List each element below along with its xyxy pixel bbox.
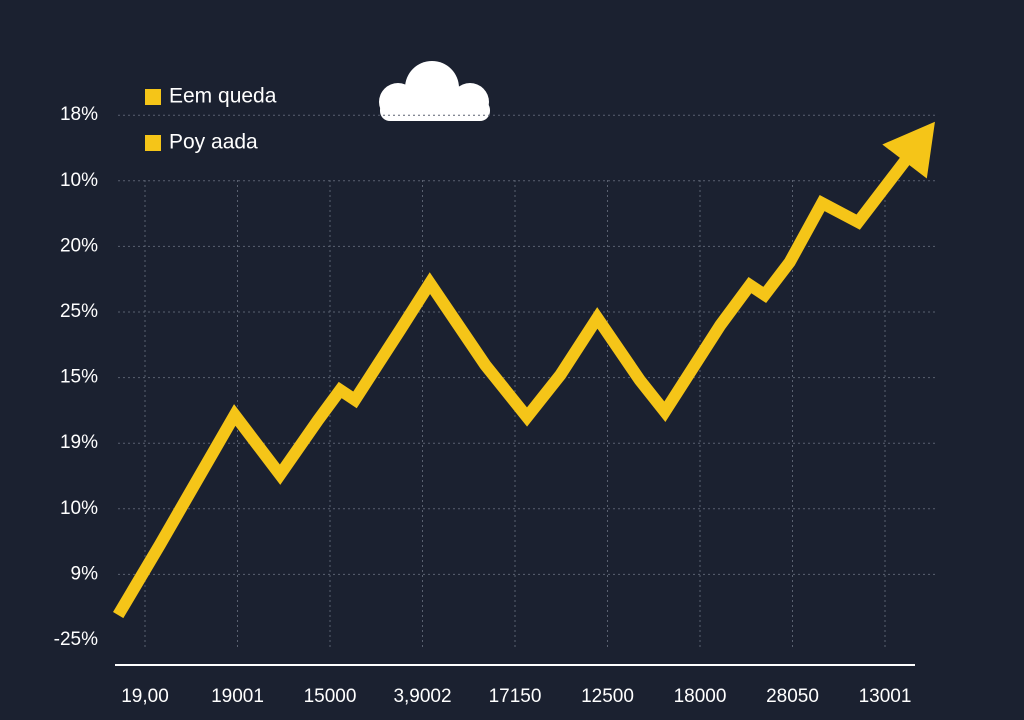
arrow-head (882, 121, 935, 179)
x-tick-label: 28050 (766, 686, 819, 707)
x-tick-label: 19,00 (121, 686, 169, 707)
cloud-icon (379, 61, 490, 121)
x-tick-label: 13001 (859, 686, 912, 707)
y-tick-label: 20% (60, 235, 98, 256)
legend-label: Poy aada (169, 131, 258, 154)
legend-label: Eem queda (169, 85, 277, 108)
x-tick-label: 19001 (211, 686, 264, 707)
y-tick-label: 25% (60, 301, 98, 322)
legend-swatch (145, 89, 161, 105)
x-tick-label: 3,9002 (393, 686, 451, 707)
y-tick-label: 19% (60, 432, 98, 453)
y-tick-label: 9% (71, 563, 99, 584)
line-stroke (113, 154, 912, 619)
y-tick-label: 10% (60, 498, 98, 519)
line-series (118, 122, 935, 615)
y-tick-label: -25% (54, 629, 98, 650)
x-tick-label: 12500 (581, 686, 634, 707)
legend-swatch (145, 135, 161, 151)
x-tick-label: 17150 (489, 686, 542, 707)
y-tick-label: 15% (60, 367, 98, 388)
x-tick-label: 15000 (304, 686, 357, 707)
y-tick-label: 18% (60, 104, 98, 125)
x-tick-label: 18000 (674, 686, 727, 707)
y-tick-label: 10% (60, 170, 98, 191)
